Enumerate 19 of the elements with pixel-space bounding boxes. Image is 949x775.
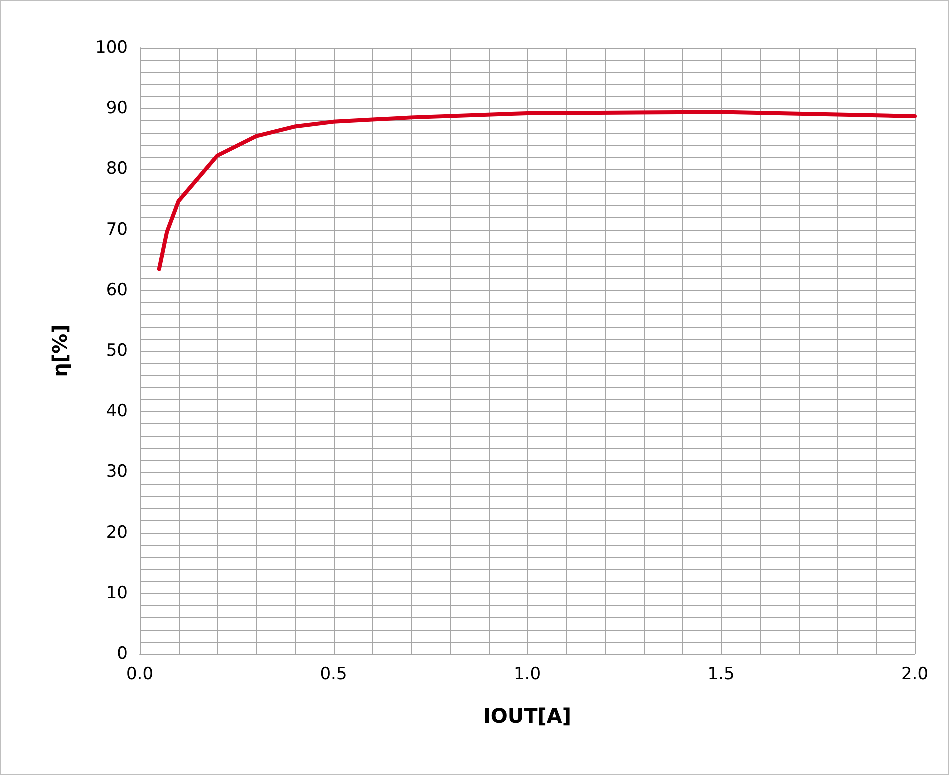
line-series [157, 110, 917, 272]
x-tick-label: 1.5 [708, 664, 735, 684]
y-tick-label: 30 [106, 462, 128, 482]
y-tick-label: 80 [106, 159, 128, 180]
y-axis-title: η[%] [48, 324, 72, 378]
y-tick-label: 20 [106, 522, 128, 543]
y-tick-label: 10 [106, 583, 128, 604]
y-tick-label: 50 [106, 341, 128, 361]
y-tick-label: 100 [96, 38, 128, 58]
y-tick-label: 70 [106, 220, 128, 240]
x-axis-title: IOUT[A] [483, 704, 572, 728]
y-tick-label: 0 [117, 644, 128, 664]
x-tick-label: 2.0 [901, 664, 929, 684]
x-tick-label: 1.0 [514, 664, 542, 684]
y-tick-label: 60 [106, 280, 128, 300]
y-tick-label: 90 [106, 98, 128, 119]
y-tick-label: 40 [106, 402, 128, 422]
x-tick-label: 0.5 [320, 664, 348, 684]
x-tick-label: 0.0 [126, 664, 154, 684]
